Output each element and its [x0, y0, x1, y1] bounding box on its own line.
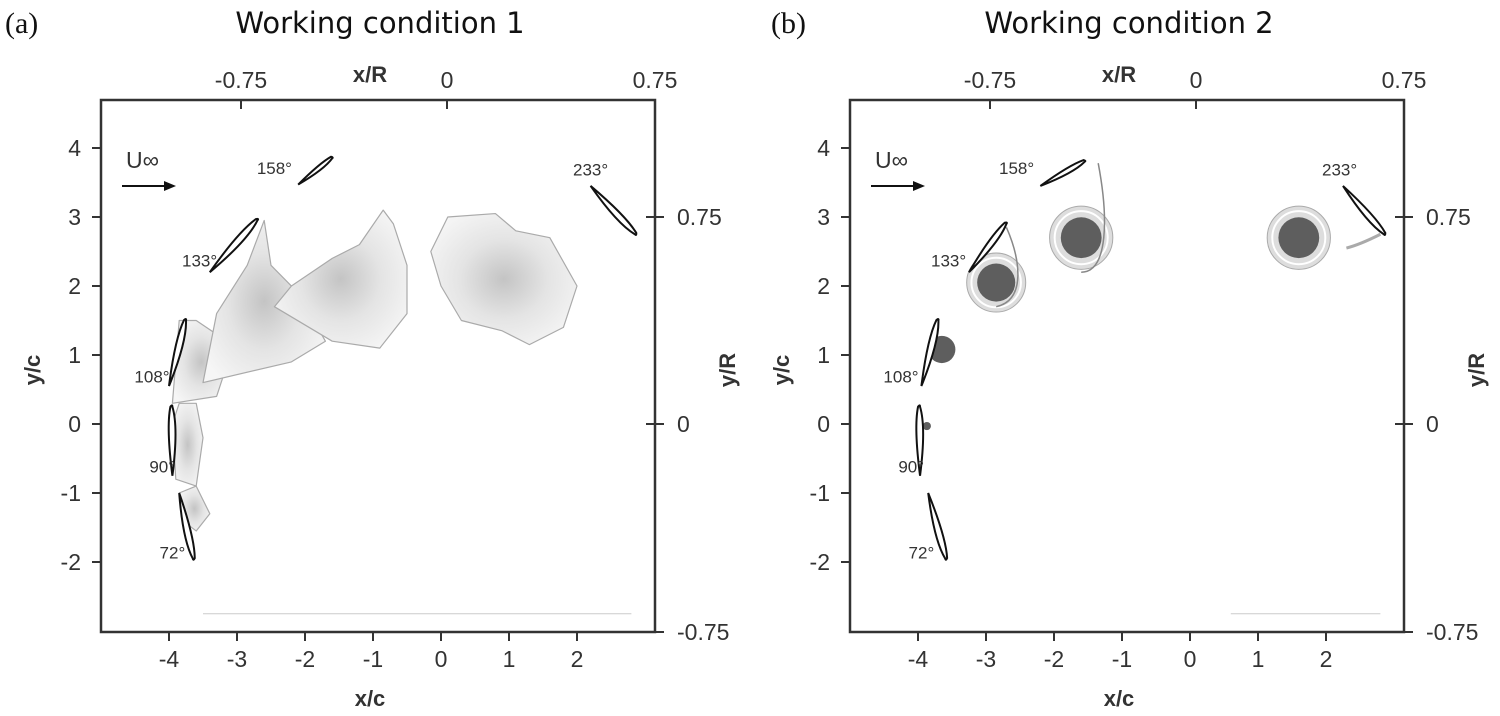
x-tick-label: -3: [227, 646, 247, 672]
airfoil-icon: [208, 217, 260, 273]
y-tick-label: 2: [817, 273, 830, 299]
y-tick-label: 4: [817, 135, 830, 161]
airfoil-angle-label: 90°: [898, 457, 924, 476]
x-axis-bottom-label: x/c: [355, 686, 386, 711]
airfoil-angle-label: 158°: [999, 159, 1034, 178]
airfoil-icon: [1342, 185, 1387, 236]
shear-layer-line: [1346, 232, 1382, 250]
airfoil-angle-label: 233°: [1322, 161, 1357, 180]
airfoil-angle-label: 158°: [257, 159, 292, 178]
top-tick-label: 0.75: [633, 67, 678, 93]
airfoil-icon: [589, 185, 638, 236]
airfoil-angle-label: 233°: [573, 161, 608, 180]
panel-label: (b): [771, 7, 806, 40]
panel-label: (a): [5, 7, 38, 40]
right-tick-label: 0.75: [677, 204, 722, 230]
plot-frame: [99, 98, 657, 634]
airfoil-angle-label: 108°: [134, 368, 169, 387]
x-tick-label: 2: [571, 646, 584, 672]
vorticity-region: [171, 402, 204, 487]
top-tick-label: -0.75: [964, 67, 1016, 93]
x-axis-top-label: x/R: [353, 62, 387, 87]
y-tick-label: 1: [817, 342, 830, 368]
y-tick-label: 4: [68, 135, 81, 161]
y-tick-label: -1: [810, 480, 830, 506]
shear-layer-line: [1081, 163, 1106, 273]
arrowhead-icon: [913, 181, 925, 191]
x-tick-label: 0: [435, 646, 448, 672]
x-tick-label: 0: [1184, 646, 1197, 672]
right-tick-label: 0.75: [1426, 204, 1471, 230]
x-tick-label: -4: [908, 646, 929, 672]
x-tick-label: -3: [976, 646, 996, 672]
y-axis-right-label: y/R: [1464, 353, 1489, 387]
airfoil-angle-label: 133°: [182, 252, 217, 271]
vortex-core: [1278, 217, 1320, 259]
panel-title: Working condition 1: [235, 6, 524, 40]
x-tick-label: -1: [363, 646, 383, 672]
vortex-core: [922, 421, 931, 431]
top-tick-label: 0: [441, 67, 454, 93]
freestream-label: U∞: [126, 147, 159, 173]
top-tick-label: 0.75: [1382, 67, 1427, 93]
right-tick-label: -0.75: [1426, 619, 1478, 645]
airfoil-icon: [297, 155, 334, 186]
shear-layer-line: [996, 227, 1019, 308]
plot-frame: [848, 98, 1406, 634]
airfoil-icon: [178, 492, 196, 561]
airfoil-icon: [920, 318, 940, 387]
vortex-core: [977, 263, 1016, 302]
x-tick-label: 1: [503, 646, 516, 672]
vorticity-region: [430, 212, 578, 346]
right-tick-label: 0: [1426, 411, 1439, 437]
x-tick-label: -1: [1112, 646, 1132, 672]
top-tick-label: -0.75: [215, 67, 267, 93]
airfoil-icon: [927, 492, 949, 561]
vorticity-region: [202, 219, 326, 384]
x-tick-label: -2: [295, 646, 315, 672]
y-tick-label: 0: [68, 411, 81, 437]
airfoil-angle-label: 108°: [883, 368, 918, 387]
vortex-ring: [970, 256, 1022, 309]
vortex-ring: [1053, 210, 1109, 266]
airfoil-angle-label: 72°: [909, 544, 935, 563]
airfoil-icon: [168, 318, 188, 387]
panel-title: Working condition 2: [984, 6, 1273, 40]
y-tick-label: -2: [61, 549, 81, 575]
right-tick-label: 0: [677, 411, 690, 437]
x-tick-label: -2: [1044, 646, 1064, 672]
y-axis-left-label: y/c: [769, 355, 794, 386]
arrowhead-icon: [164, 181, 176, 191]
y-tick-label: -2: [810, 549, 830, 575]
y-axis-right-label: y/R: [715, 353, 740, 387]
y-tick-label: 1: [68, 342, 81, 368]
top-tick-label: 0: [1190, 67, 1203, 93]
x-tick-label: -4: [159, 646, 180, 672]
y-tick-label: 2: [68, 273, 81, 299]
airfoil-angle-label: 133°: [931, 252, 966, 271]
airfoil-icon: [968, 221, 1008, 273]
vortex-ring: [1271, 210, 1327, 266]
x-axis-bottom-label: x/c: [1104, 686, 1135, 711]
y-tick-label: 3: [68, 204, 81, 230]
x-axis-top-label: x/R: [1102, 62, 1136, 87]
airfoil-angle-label: 72°: [160, 544, 186, 563]
freestream-label: U∞: [875, 147, 908, 173]
y-tick-label: 3: [817, 204, 830, 230]
x-tick-label: 2: [1320, 646, 1333, 672]
x-tick-label: 1: [1252, 646, 1265, 672]
vorticity-region: [273, 209, 408, 349]
airfoil-angle-label: 90°: [149, 457, 175, 476]
y-tick-label: 0: [817, 411, 830, 437]
y-axis-left-label: y/c: [20, 355, 45, 386]
right-tick-label: -0.75: [677, 619, 729, 645]
airfoil-icon: [1039, 158, 1087, 187]
y-tick-label: -1: [61, 480, 81, 506]
airfoil-icon: [915, 404, 925, 476]
airfoil-icon: [167, 404, 177, 476]
vortex-core: [1060, 217, 1102, 259]
